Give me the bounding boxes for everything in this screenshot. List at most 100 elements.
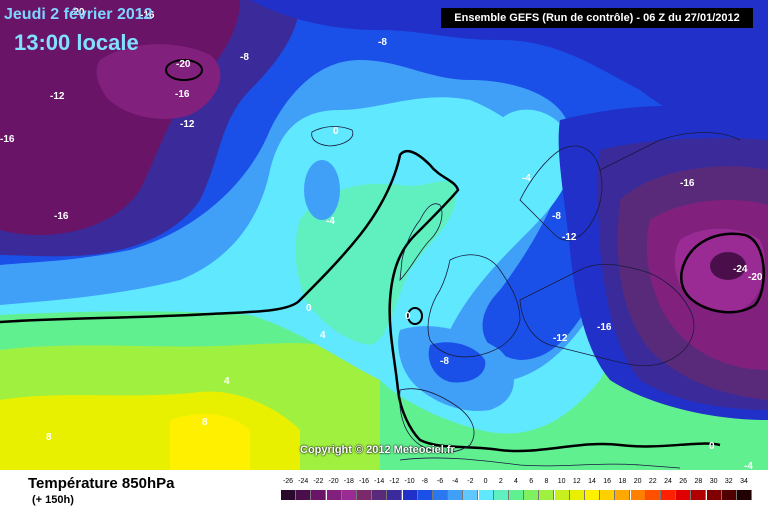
scale-swatch — [448, 490, 464, 500]
scale-swatch — [478, 490, 494, 500]
scale-swatch — [417, 490, 433, 500]
scale-swatch — [600, 490, 616, 500]
scale-swatch — [615, 490, 631, 500]
isotherm-label: 8 — [202, 417, 208, 428]
isotherm-label: -16 — [680, 178, 695, 189]
isotherm-label: -16 — [0, 134, 15, 145]
isotherm-label: -12 — [180, 119, 195, 130]
isotherm-label: -16 — [140, 10, 155, 21]
scale-label: 34 — [740, 478, 748, 485]
isotherm-label: -20 — [176, 59, 191, 70]
scale-label: 6 — [529, 478, 534, 485]
scale-label: -2 — [467, 478, 474, 485]
scale-label: 22 — [648, 478, 657, 485]
cold-pool-east-center — [710, 252, 746, 280]
temperature-map: -20 -16 -20 -12 -16 -12 -16 -16 -8 -8 0 … — [0, 0, 768, 470]
isotherm-label: 0 — [306, 303, 312, 314]
isotherm-label: -8 — [440, 356, 449, 367]
scale-label: 16 — [603, 478, 612, 485]
coastline-iberia — [399, 388, 475, 453]
lead-time: (+ 150h) — [32, 494, 74, 506]
scale-swatch — [569, 490, 585, 500]
isotherm-label: -24 — [733, 264, 748, 275]
isotherm-label: 8 — [46, 432, 52, 443]
scale-label: -6 — [436, 478, 444, 485]
scale-swatch — [341, 490, 357, 500]
mild-green-atlantic — [295, 180, 456, 345]
scale-swatch — [691, 490, 707, 500]
scale-label: 30 — [709, 478, 718, 485]
warm-zone-yellow — [0, 391, 300, 470]
scale-label: -24 — [298, 478, 309, 485]
scale-swatch — [509, 490, 524, 500]
scale-label: 32 — [724, 478, 733, 485]
scale-label: 4 — [514, 478, 518, 485]
scale-swatch — [326, 490, 342, 500]
scale-swatch — [296, 490, 312, 500]
scale-swatch — [372, 490, 388, 500]
isotherm-label: -16 — [175, 89, 190, 100]
scale-swatch — [311, 490, 327, 500]
scale-label: -20 — [328, 478, 339, 485]
scale-label: -10 — [404, 478, 415, 485]
scale-label: -4 — [452, 478, 459, 485]
isotherm-labels: -20 -16 -20 -12 -16 -12 -16 -16 -8 -8 0 … — [0, 7, 763, 470]
scale-swatch — [737, 490, 752, 500]
scale-swatch — [539, 490, 555, 500]
isotherm-label: -12 — [553, 333, 568, 344]
small-closed-isotherm — [407, 307, 423, 325]
scale-swatch — [554, 490, 570, 500]
isotherm-label: 0 — [333, 126, 339, 137]
scale-swatch — [630, 490, 646, 500]
scale-label: 24 — [664, 478, 672, 485]
scale-label: -16 — [358, 478, 370, 485]
coastline-scandinavia — [519, 132, 741, 241]
scale-swatch — [433, 490, 448, 500]
greenland-purple-core — [96, 44, 221, 119]
scale-swatch — [661, 490, 676, 500]
isotherm-label: -16 — [597, 322, 612, 333]
scale-label: 12 — [572, 478, 581, 485]
map-canvas: -20 -16 -20 -12 -16 -12 -16 -16 -8 -8 0 … — [0, 0, 768, 470]
cold-zone-france-core — [428, 342, 486, 383]
model-run-info: Ensemble GEFS (Run de contrôle) - 06 Z d… — [441, 8, 753, 28]
cold-zone-arctic-east — [250, 0, 768, 150]
isotherm-label: -12 — [50, 91, 65, 102]
scale-swatch — [585, 490, 600, 500]
scale-swatch — [645, 490, 661, 500]
scale-swatch — [463, 490, 479, 500]
isotherm-label: 0 — [405, 311, 411, 322]
parameter-title: Température 850hPa — [28, 475, 175, 492]
scale-label: -14 — [374, 478, 385, 485]
scale-label: -18 — [343, 478, 354, 485]
zero-degree-isotherm-east — [680, 232, 765, 314]
coastline-europe — [399, 203, 695, 367]
isotherm-label: -16 — [54, 211, 69, 222]
scale-label: -26 — [282, 478, 294, 485]
isotherm-label: 4 — [224, 376, 230, 387]
isotherm-label: -8 — [552, 211, 561, 222]
scale-label: 20 — [633, 478, 642, 485]
scale-label: 10 — [557, 478, 566, 485]
scale-label: -22 — [313, 478, 324, 485]
isotherm-label: -20 — [70, 7, 85, 18]
scale-label: -12 — [389, 478, 400, 485]
atlantic-cold-spot — [304, 160, 340, 220]
scale-label: 0 — [483, 478, 488, 485]
scale-swatch — [721, 490, 737, 500]
scale-swatch — [493, 490, 509, 500]
scale-label: 8 — [544, 478, 549, 485]
scale-swatch — [357, 490, 372, 500]
isotherm-label: -12 — [562, 232, 577, 243]
scale-label: -8 — [421, 478, 428, 485]
isotherm-label: -4 — [522, 173, 531, 184]
coastline-iceland — [311, 126, 354, 147]
copyright-notice: Copyright © 2012 Meteociel.fr — [300, 444, 455, 456]
scale-swatch — [402, 490, 418, 500]
isotherm-label: 4 — [320, 330, 326, 341]
zero-degree-isotherm — [0, 149, 721, 453]
scale-swatch — [387, 490, 403, 500]
isotherm-label: 0 — [709, 441, 715, 452]
greenland-closed-isotherm — [165, 59, 203, 81]
scale-swatch — [706, 490, 722, 500]
